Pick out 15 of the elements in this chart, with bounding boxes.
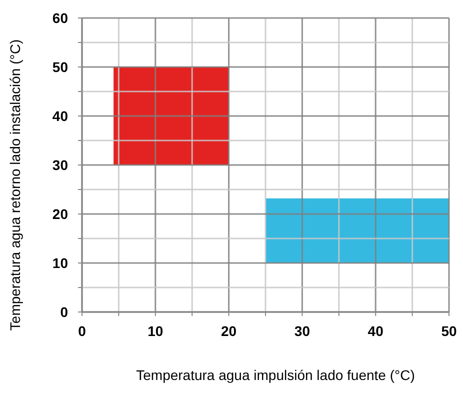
y-tick-label: 30 — [52, 157, 68, 173]
x-axis-title: Temperatura agua impulsión lado fuente (°C) — [136, 367, 415, 383]
x-tick-label: 40 — [368, 323, 384, 339]
y-tick-label: 40 — [52, 108, 68, 124]
x-tick-label: 10 — [148, 323, 164, 339]
x-tick-label: 30 — [294, 323, 310, 339]
y-tick-label: 10 — [52, 255, 68, 271]
x-tick-label: 0 — [78, 323, 86, 339]
x-tick-label: 20 — [221, 323, 237, 339]
x-tick-label: 50 — [441, 323, 457, 339]
y-tick-label: 50 — [52, 59, 68, 75]
y-tick-label: 60 — [52, 10, 68, 26]
y-tick-label: 0 — [60, 304, 68, 320]
y-axis-title: Temperatura agua retorno lado instalación (°C) — [7, 39, 23, 331]
y-tick-label: 20 — [52, 206, 68, 222]
